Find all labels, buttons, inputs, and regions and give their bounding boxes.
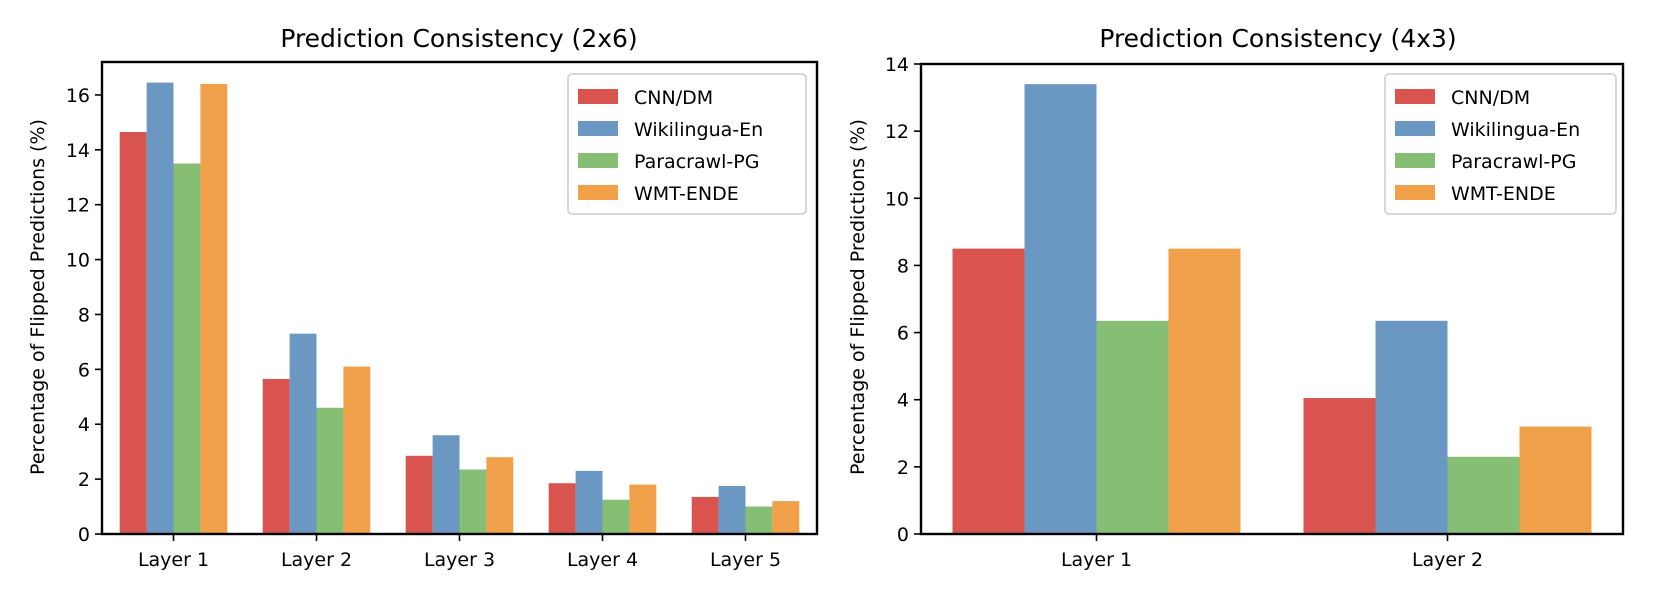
bar [459, 469, 487, 534]
bars-group [119, 82, 800, 535]
y-tick-label: 12 [885, 121, 909, 143]
x-tick-label: Layer 1 [138, 549, 209, 571]
y-tick-label: 0 [897, 524, 909, 546]
bar [772, 501, 800, 534]
y-axis-label: Percentage of Flipped Predictions (%) [847, 119, 869, 475]
y-tick-label: 16 [66, 85, 90, 107]
y-tick-label: 6 [78, 359, 90, 381]
bar [1024, 84, 1097, 534]
legend-swatch [1395, 121, 1435, 136]
legend-swatch [1395, 89, 1435, 104]
bar [629, 484, 657, 534]
y-tick-label: 2 [78, 469, 90, 491]
bar [1168, 248, 1241, 534]
chart-title: Prediction Consistency (4x3) [1099, 24, 1456, 53]
legend-label: CNN/DM [1451, 87, 1530, 109]
legend-swatch [1395, 185, 1435, 200]
y-tick-label: 4 [78, 414, 90, 436]
bar [1447, 456, 1520, 534]
chart-left: Prediction Consistency (2x6) Percentage … [27, 24, 819, 571]
legend: CNN/DM Wikilingua-En Paracrawl-PG WMT-ENDE [567, 73, 807, 215]
legend-label: WMT-ENDE [1451, 183, 1556, 205]
bar [262, 378, 290, 534]
y-tick-label: 0 [78, 524, 90, 546]
x-tick-label: Layer 5 [710, 549, 781, 571]
y-tick-label: 14 [66, 140, 90, 162]
bars-group [952, 84, 1592, 534]
ticks-group: Layer 1 Layer 2 Layer 3 Layer 4 Layer 5 0 2 4 6 8… [66, 85, 781, 571]
bar [691, 496, 719, 534]
y-axis-label: Percentage of Flipped Predictions (%) [27, 119, 49, 475]
bar [486, 457, 514, 534]
y-tick-label: 10 [66, 250, 90, 272]
legend: CNN/DM Wikilingua-En Paracrawl-PG WMT-ENDE [1384, 73, 1617, 215]
legend-label: Wikilingua-En [634, 119, 763, 141]
legend-label: Paracrawl-PG [1451, 151, 1576, 173]
x-tick-label: Layer 4 [567, 549, 638, 571]
bar [952, 248, 1025, 534]
y-tick-label: 6 [897, 323, 909, 345]
chart-title: Prediction Consistency (2x6) [280, 24, 637, 53]
y-tick-label: 8 [78, 304, 90, 326]
y-tick-label: 12 [66, 195, 90, 217]
bar [119, 131, 147, 535]
bar [718, 485, 746, 534]
bar [405, 455, 433, 534]
bar [1519, 426, 1592, 534]
bar [1096, 320, 1169, 534]
legend-swatch [578, 153, 618, 168]
y-tick-label: 4 [897, 390, 909, 412]
legend-label: WMT-ENDE [634, 183, 739, 205]
ticks-group: Layer 1 Layer 2 0 2 4 6 8 10 12 14 [885, 54, 1483, 571]
bar [548, 483, 576, 534]
legend-swatch [578, 185, 618, 200]
bar [173, 163, 201, 534]
y-tick-label: 2 [897, 457, 909, 479]
y-tick-label: 8 [897, 255, 909, 277]
bar [289, 333, 317, 534]
legend-label: Paracrawl-PG [634, 151, 759, 173]
bar [1303, 398, 1376, 534]
bar [343, 366, 371, 534]
bar [745, 506, 773, 534]
bar [432, 435, 460, 534]
chart-right: Prediction Consistency (4x3) Percentage … [847, 24, 1625, 571]
bar [602, 499, 630, 534]
bar [575, 470, 603, 534]
plot-frame [919, 62, 1625, 536]
bar [316, 407, 344, 534]
legend-swatch [578, 89, 618, 104]
x-tick-label: Layer 1 [1061, 549, 1132, 571]
legend-label: Wikilingua-En [1451, 119, 1580, 141]
x-tick-label: Layer 3 [424, 549, 495, 571]
x-tick-label: Layer 2 [1412, 549, 1483, 571]
bar [200, 83, 228, 534]
legend-swatch [578, 121, 618, 136]
bar [146, 82, 174, 534]
legend-box [567, 73, 807, 215]
x-tick-label: Layer 2 [281, 549, 352, 571]
legend-label: CNN/DM [634, 87, 713, 109]
plot-frame [100, 60, 819, 536]
y-tick-label: 10 [885, 188, 909, 210]
y-tick-label: 14 [885, 54, 909, 76]
bar [1375, 320, 1448, 534]
legend-swatch [1395, 153, 1435, 168]
legend-box [1384, 73, 1617, 215]
